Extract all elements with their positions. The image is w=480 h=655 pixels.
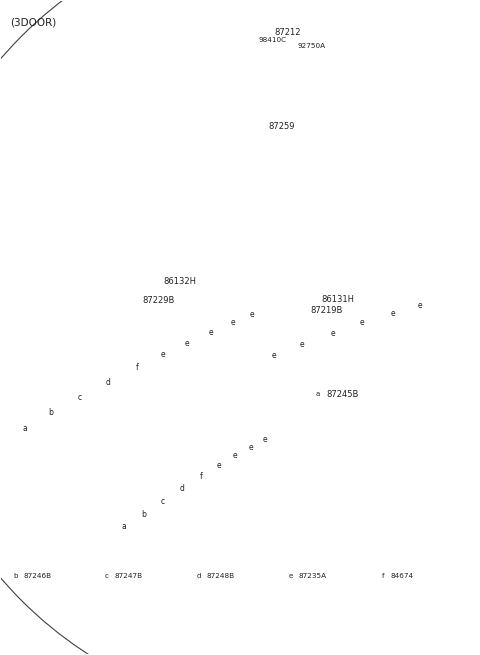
Circle shape (0, 0, 480, 407)
Polygon shape (105, 605, 180, 624)
Polygon shape (192, 136, 259, 148)
Text: e: e (263, 435, 267, 444)
Circle shape (72, 390, 87, 405)
Circle shape (385, 305, 401, 321)
Circle shape (17, 421, 32, 436)
Circle shape (257, 432, 273, 447)
Bar (5, 305, 286, 465)
Text: a: a (22, 424, 27, 433)
Polygon shape (106, 164, 182, 200)
Ellipse shape (215, 234, 235, 254)
Polygon shape (319, 404, 460, 419)
Polygon shape (96, 141, 269, 196)
Polygon shape (111, 429, 293, 557)
Text: c: c (78, 393, 82, 402)
Circle shape (0, 0, 480, 402)
Circle shape (243, 440, 258, 455)
Polygon shape (197, 606, 272, 626)
Circle shape (285, 570, 297, 582)
Polygon shape (347, 608, 367, 619)
Polygon shape (269, 115, 322, 143)
Polygon shape (259, 185, 288, 203)
Text: b: b (14, 573, 18, 579)
Text: f: f (199, 472, 202, 481)
Bar (206, 298, 468, 414)
Polygon shape (39, 231, 68, 241)
Text: a: a (315, 391, 320, 397)
Polygon shape (230, 314, 451, 403)
Circle shape (101, 375, 116, 390)
Text: d: d (179, 484, 184, 493)
Circle shape (204, 324, 219, 340)
Text: e: e (185, 339, 190, 348)
Text: 87245B: 87245B (326, 390, 359, 398)
Text: 87212: 87212 (275, 28, 301, 37)
Text: 87229B: 87229B (142, 295, 174, 305)
Text: e: e (417, 301, 422, 310)
Text: e: e (300, 340, 304, 349)
Circle shape (155, 494, 170, 509)
Circle shape (180, 335, 195, 351)
Text: d: d (106, 378, 111, 387)
Text: 87259: 87259 (269, 122, 295, 131)
Text: c: c (105, 573, 109, 579)
Text: 87248B: 87248B (206, 573, 235, 579)
Text: c: c (160, 497, 165, 506)
Text: e: e (248, 443, 253, 451)
Text: d: d (197, 573, 201, 579)
Circle shape (377, 570, 388, 582)
Text: e: e (360, 318, 364, 328)
Polygon shape (290, 610, 364, 622)
Text: e: e (209, 328, 214, 337)
Circle shape (130, 360, 145, 375)
Text: b: b (48, 408, 53, 417)
Text: f: f (136, 363, 138, 372)
Circle shape (228, 448, 243, 463)
Text: f: f (382, 573, 384, 579)
Circle shape (10, 570, 22, 582)
Circle shape (193, 469, 208, 484)
Text: (3DOOR): (3DOOR) (10, 17, 57, 27)
Polygon shape (168, 73, 288, 113)
Text: 87235A: 87235A (299, 573, 326, 579)
Ellipse shape (59, 240, 79, 260)
Bar (257, 27, 345, 48)
Circle shape (225, 315, 240, 331)
Polygon shape (259, 183, 278, 196)
Circle shape (156, 346, 171, 362)
Text: 87246B: 87246B (24, 573, 52, 579)
Circle shape (312, 388, 324, 400)
Ellipse shape (51, 233, 87, 269)
Polygon shape (240, 161, 266, 172)
Text: 92750A: 92750A (298, 43, 325, 49)
Text: a: a (122, 521, 127, 531)
Text: e: e (250, 310, 254, 319)
Text: e: e (230, 318, 235, 328)
Text: e: e (391, 309, 396, 318)
Circle shape (325, 326, 341, 341)
Text: 87247B: 87247B (115, 573, 143, 579)
Text: 86132H: 86132H (163, 277, 196, 286)
Polygon shape (182, 172, 240, 183)
Text: e: e (271, 351, 276, 360)
Circle shape (43, 405, 59, 420)
Ellipse shape (206, 227, 243, 263)
Polygon shape (389, 598, 460, 605)
Polygon shape (457, 598, 460, 627)
Circle shape (354, 315, 370, 331)
Bar (104, 414, 298, 557)
Text: 86131H: 86131H (322, 295, 354, 304)
Circle shape (101, 570, 113, 582)
Circle shape (193, 570, 204, 582)
Polygon shape (389, 605, 457, 627)
Circle shape (0, 0, 480, 476)
Circle shape (211, 458, 226, 473)
Polygon shape (278, 58, 360, 90)
Text: b: b (141, 510, 146, 519)
Polygon shape (10, 328, 276, 462)
Circle shape (117, 519, 132, 534)
Polygon shape (29, 196, 106, 248)
Polygon shape (29, 193, 269, 248)
